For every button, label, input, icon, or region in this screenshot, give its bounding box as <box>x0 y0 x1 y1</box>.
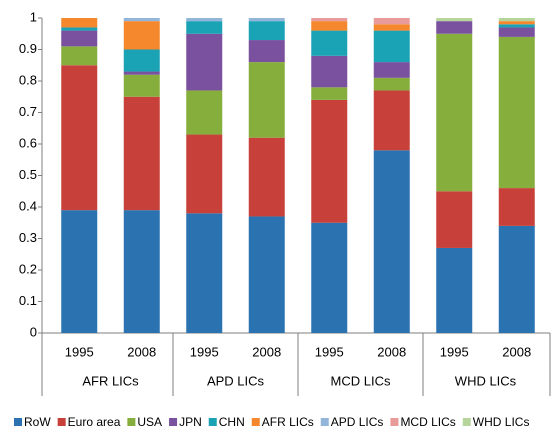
y-tick-label: 0.4 <box>19 198 37 213</box>
bar-segment <box>123 21 160 50</box>
bar-segment <box>498 36 535 189</box>
bar-segment <box>123 49 160 72</box>
bar-segment <box>186 134 223 214</box>
legend-label: APD LICs <box>331 415 384 429</box>
bar-segment <box>186 213 223 333</box>
group-label: WHD LICs <box>455 373 517 388</box>
bar-segment <box>61 30 98 47</box>
legend-swatch <box>14 418 22 426</box>
bar-segment <box>186 21 223 34</box>
x-tick-label: 1995 <box>315 344 344 359</box>
legend-swatch <box>390 418 399 426</box>
y-tick-label: 1 <box>30 9 37 24</box>
bar-segment <box>248 18 285 22</box>
legend-label: JPN <box>179 415 202 429</box>
legend-label: USA <box>137 415 162 429</box>
bar-segment <box>123 74 160 97</box>
bar-segment <box>123 71 160 75</box>
bar-segment <box>373 77 410 91</box>
y-tick-label: 0.5 <box>19 167 37 182</box>
bar-segment <box>373 24 410 31</box>
legend-label: MCD LICs <box>400 415 455 429</box>
bar-segment <box>311 18 348 22</box>
bar-segment <box>61 65 98 211</box>
bar-segment <box>436 247 473 333</box>
bar-segment <box>311 87 348 100</box>
legend-swatch <box>208 418 217 426</box>
bar-segment <box>498 21 535 25</box>
legend-label: CHN <box>219 415 245 429</box>
bar-segment <box>123 96 160 211</box>
bar-segment <box>498 24 535 28</box>
legend-swatch <box>127 418 136 426</box>
bar-segment <box>186 18 223 22</box>
bar-segment <box>248 40 285 63</box>
bar-segment <box>61 46 98 66</box>
bar-segment <box>311 21 348 31</box>
legend-swatch <box>320 418 329 426</box>
y-tick-label: 0.7 <box>19 104 37 119</box>
x-tick-label: 2008 <box>502 344 531 359</box>
bar-segment <box>61 18 98 28</box>
bar-segment <box>61 210 98 333</box>
bar-segment <box>311 55 348 88</box>
legend-swatch <box>251 418 260 426</box>
bar-segment <box>248 62 285 138</box>
legend-label: WHD LICs <box>473 415 530 429</box>
bar-segment <box>373 30 410 63</box>
bar-segment <box>123 18 160 22</box>
bar-segment <box>373 150 410 333</box>
y-tick-label: 0.6 <box>19 135 37 150</box>
legend-label: AFR LICs <box>262 415 314 429</box>
legend-swatch <box>462 418 471 426</box>
bar-segment <box>373 90 410 151</box>
bar-segment <box>186 90 223 135</box>
x-tick-label: 2008 <box>252 344 281 359</box>
bar-segment <box>311 222 348 333</box>
bar-segment <box>311 99 348 223</box>
group-label: APD LICs <box>207 373 265 388</box>
y-tick-label: 0.3 <box>19 230 37 245</box>
group-label: MCD LICs <box>331 373 391 388</box>
bar-segment <box>498 18 535 22</box>
bar-segment <box>498 27 535 37</box>
x-tick-label: 1995 <box>440 344 469 359</box>
group-label: AFR LICs <box>82 373 139 388</box>
y-tick-label: 0.2 <box>19 261 37 276</box>
bar-segment <box>373 62 410 78</box>
bar-segment <box>61 27 98 31</box>
x-tick-label: 1995 <box>190 344 219 359</box>
y-tick-label: 0.1 <box>19 293 37 308</box>
y-tick-label: 0.9 <box>19 41 37 56</box>
legend-label: RoW <box>24 415 51 429</box>
bar-segment <box>248 137 285 217</box>
bar-segment <box>248 216 285 333</box>
bar-segment <box>436 33 473 192</box>
bar-segment <box>248 21 285 41</box>
bar-segment <box>436 21 473 34</box>
bar-segment <box>436 18 473 22</box>
bar-segment <box>436 191 473 248</box>
legend-swatch <box>57 418 66 426</box>
x-tick-label: 2008 <box>127 344 156 359</box>
legend-label: Euro area <box>68 415 121 429</box>
bar-segment <box>311 30 348 56</box>
x-tick-label: 2008 <box>377 344 406 359</box>
y-tick-label: 0.8 <box>19 72 37 87</box>
legend-swatch <box>169 418 178 426</box>
bar-segment <box>123 210 160 333</box>
bar-segment <box>498 225 535 333</box>
bar-segment <box>373 18 410 25</box>
y-tick-label: 0 <box>30 324 37 339</box>
bar-segment <box>498 188 535 226</box>
bar-segment <box>186 33 223 91</box>
x-tick-label: 1995 <box>65 344 94 359</box>
